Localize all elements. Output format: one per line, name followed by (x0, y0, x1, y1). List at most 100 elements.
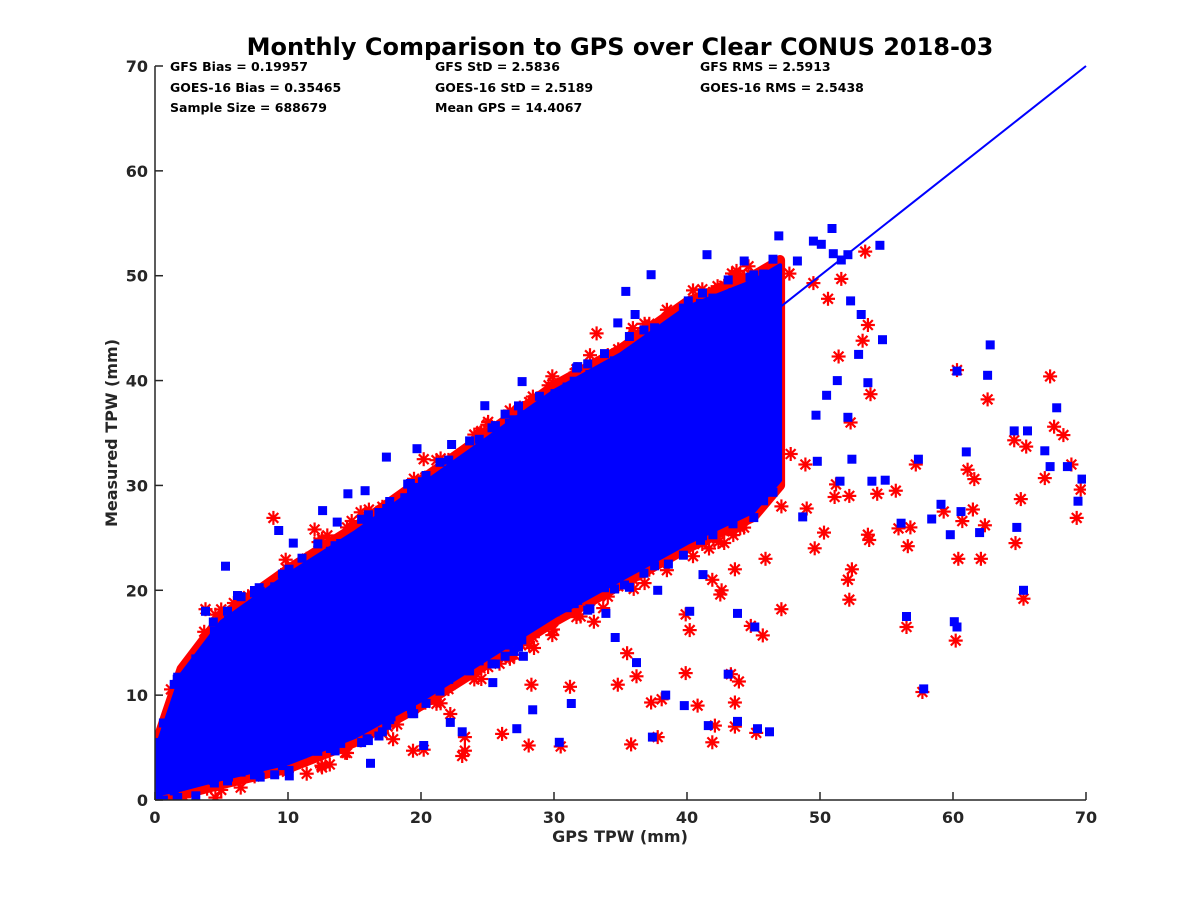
series-goes-16-point (360, 486, 370, 496)
y-tick-label: 60 (126, 162, 148, 181)
series-goes-16-edge-point (698, 531, 707, 541)
series-goes-16-point (685, 606, 695, 616)
series-gfs-point (629, 669, 644, 684)
series-gfs-point (727, 695, 742, 710)
series-goes-16-edge-point (500, 409, 510, 419)
series-goes-16-edge-point (362, 515, 372, 525)
series-goes-16-edge-point (209, 626, 219, 636)
series-goes-16-edge-point (678, 550, 688, 560)
series-goes-16-point (377, 727, 387, 737)
stat-mean-gps: Mean GPS = 14.4067 (435, 100, 582, 115)
series-goes-16-point (753, 724, 762, 734)
x-tick-label: 70 (1075, 808, 1097, 827)
series-gfs-point (827, 490, 842, 504)
stat-gfs-bias: GFS Bias = 0.19957 (170, 59, 308, 74)
series-goes-16-edge-point (169, 679, 179, 689)
series-goes-16-point (332, 517, 342, 527)
series-goes-16-point (667, 462, 677, 472)
series-goes-16-edge-point (759, 496, 769, 506)
series-goes-16-point (847, 454, 857, 464)
series-goes-16-edge-point (236, 767, 246, 777)
series-goes-16-edge-point (363, 510, 373, 520)
series-goes-16-edge-point (600, 583, 609, 593)
series-gfs-point (527, 641, 541, 655)
series-goes-16-edge-point (610, 584, 619, 594)
series-goes-16-edge-point (224, 615, 233, 625)
series-gfs-point (1047, 419, 1062, 434)
series-gfs-point (842, 592, 857, 607)
series-gfs-edge-point (625, 321, 640, 336)
series-gfs-point (965, 502, 980, 517)
series-goes-16 (155, 224, 1086, 800)
series-goes-16-edge-point (270, 582, 280, 592)
series-goes-16-point (835, 476, 845, 486)
series-goes-16-point (952, 366, 962, 376)
series-goes-16-point (723, 669, 733, 679)
series-gfs-point (900, 539, 915, 554)
series-goes-16-point (919, 684, 929, 694)
series-goes-16-point (846, 296, 856, 306)
series-goes-16-edge-point (313, 746, 323, 756)
series-goes-16-edge-point (474, 656, 484, 666)
series-gfs-point (1008, 536, 1023, 551)
series-gfs-point (727, 562, 742, 577)
series-gfs-point (783, 447, 798, 461)
series-goes-16-point (318, 506, 328, 516)
series-goes-16-point (843, 412, 853, 422)
stat-sample-size: Sample Size = 688679 (170, 100, 327, 115)
series-goes-16-point (733, 716, 742, 726)
series-goes-16-point (717, 460, 727, 469)
series-gfs-edge-point (474, 672, 489, 686)
series-goes-16-edge-point (409, 709, 419, 719)
series-gfs-point (888, 483, 903, 498)
series-gfs-point (589, 326, 604, 341)
series-goes-16-edge-point (509, 637, 519, 647)
series-goes-16-edge-point (386, 712, 396, 722)
series-goes-16-point (630, 310, 640, 319)
stat-goes-bias: GOES-16 Bias = 0.35465 (170, 80, 341, 95)
series-goes-16-point (661, 690, 671, 700)
y-axis-label: Measured TPW (mm) (102, 339, 121, 527)
series-goes-16-point (854, 349, 864, 359)
series-gfs-point (870, 486, 885, 501)
series-goes-16-edge-point (173, 792, 183, 800)
series-goes-16-edge-point (208, 617, 218, 627)
series-goes-16-point (646, 270, 656, 280)
series-goes-16-point (445, 717, 455, 727)
series-goes-16-point (880, 475, 890, 485)
series-goes-16-point (395, 700, 405, 710)
series-goes-16-edge-point (550, 389, 560, 399)
series-goes-16-edge-point (284, 564, 294, 574)
series-goes-16-point (457, 727, 467, 737)
series-gfs-point (831, 349, 846, 364)
series-gfs-point (758, 551, 773, 566)
series-goes-16-edge-point (490, 421, 500, 431)
series-goes-16-point (683, 296, 693, 306)
series-goes-16-edge-point (277, 761, 287, 771)
series-goes-16-edge-point (583, 605, 593, 615)
series-goes-16-edge-point (678, 303, 688, 313)
series-goes-16-point (902, 612, 911, 621)
y-tick-label: 20 (126, 581, 148, 600)
series-goes-16-point (927, 514, 937, 524)
series-goes-16-point (517, 377, 527, 387)
series-goes-16-point (381, 452, 391, 462)
series-gfs-edge-point (322, 757, 337, 772)
series-gfs-point (774, 499, 789, 514)
series-goes-16-edge-point (284, 765, 294, 775)
series-goes-16-point (647, 732, 657, 742)
series-goes-16-point (274, 526, 284, 535)
series-gfs-point (807, 541, 822, 556)
series-goes-16-point (554, 737, 564, 747)
series-goes-16-dense-cloud (155, 263, 783, 797)
series-goes-16-point (913, 454, 923, 464)
series-gfs-edge-point (278, 552, 293, 567)
series-goes-16-edge-point (517, 410, 527, 420)
series-gfs-point (620, 646, 635, 661)
y-tick-label: 30 (126, 476, 148, 495)
series-goes-16-point (1009, 426, 1019, 436)
series-goes-16-edge-point (330, 746, 340, 756)
series-goes-16-edge-point (407, 704, 416, 714)
series-gfs-point (860, 318, 875, 332)
y-tick-label: 70 (126, 57, 148, 76)
